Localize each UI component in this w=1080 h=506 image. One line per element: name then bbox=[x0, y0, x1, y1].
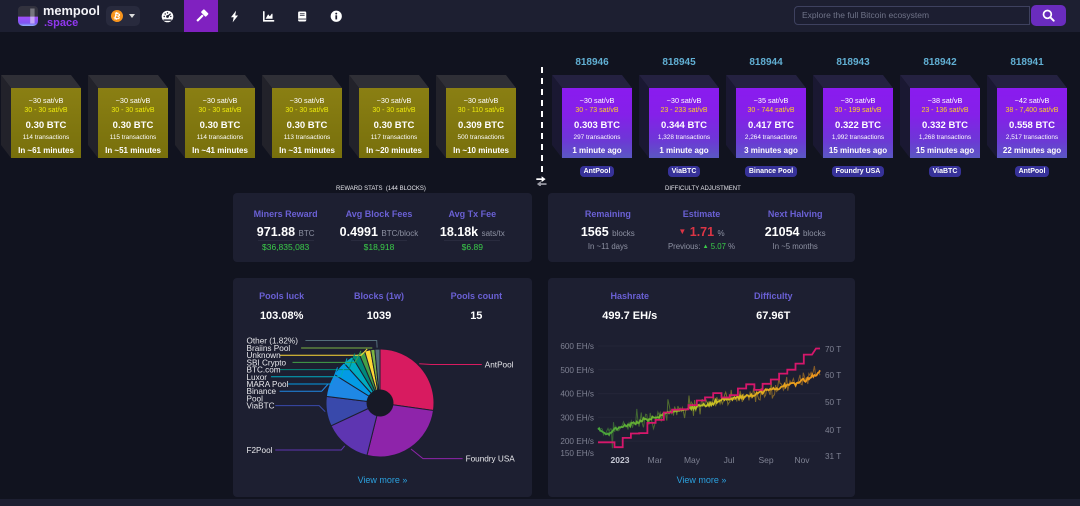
svg-text:BTC.com: BTC.com bbox=[247, 366, 281, 375]
svg-text:70 T: 70 T bbox=[825, 345, 841, 354]
svg-text:Pool: Pool bbox=[247, 394, 264, 403]
svg-text:60 T: 60 T bbox=[825, 371, 841, 380]
svg-text:Foundry USA: Foundry USA bbox=[466, 455, 516, 464]
svg-text:Jul: Jul bbox=[724, 455, 735, 465]
svg-text:Other (1.82%): Other (1.82%) bbox=[247, 337, 299, 346]
svg-text:Unknown: Unknown bbox=[247, 351, 282, 360]
svg-text:ViaBTC: ViaBTC bbox=[247, 402, 275, 411]
svg-text:SBI Crypto: SBI Crypto bbox=[247, 358, 287, 367]
svg-text:31 T: 31 T bbox=[825, 452, 841, 461]
svg-text:AntPool: AntPool bbox=[485, 361, 514, 370]
svg-text:300 EH/s: 300 EH/s bbox=[560, 413, 594, 422]
svg-text:Luxor: Luxor bbox=[247, 373, 268, 382]
svg-text:Sep: Sep bbox=[758, 455, 773, 465]
svg-text:150 EH/s: 150 EH/s bbox=[560, 449, 594, 458]
svg-text:40 T: 40 T bbox=[825, 426, 841, 435]
svg-text:400 EH/s: 400 EH/s bbox=[560, 390, 594, 399]
svg-text:May: May bbox=[684, 455, 701, 465]
svg-text:Binance: Binance bbox=[247, 387, 277, 396]
svg-text:200 EH/s: 200 EH/s bbox=[560, 437, 594, 446]
svg-text:F2Pool: F2Pool bbox=[247, 446, 273, 455]
svg-text:Mar: Mar bbox=[648, 455, 663, 465]
svg-text:Braiins Pool: Braiins Pool bbox=[247, 344, 291, 353]
svg-text:2023: 2023 bbox=[611, 455, 630, 465]
svg-text:Nov: Nov bbox=[794, 455, 810, 465]
svg-text:600 EH/s: 600 EH/s bbox=[560, 342, 594, 351]
svg-text:50 T: 50 T bbox=[825, 398, 841, 407]
svg-text:500 EH/s: 500 EH/s bbox=[560, 366, 594, 375]
svg-text:MARA Pool: MARA Pool bbox=[247, 380, 289, 389]
